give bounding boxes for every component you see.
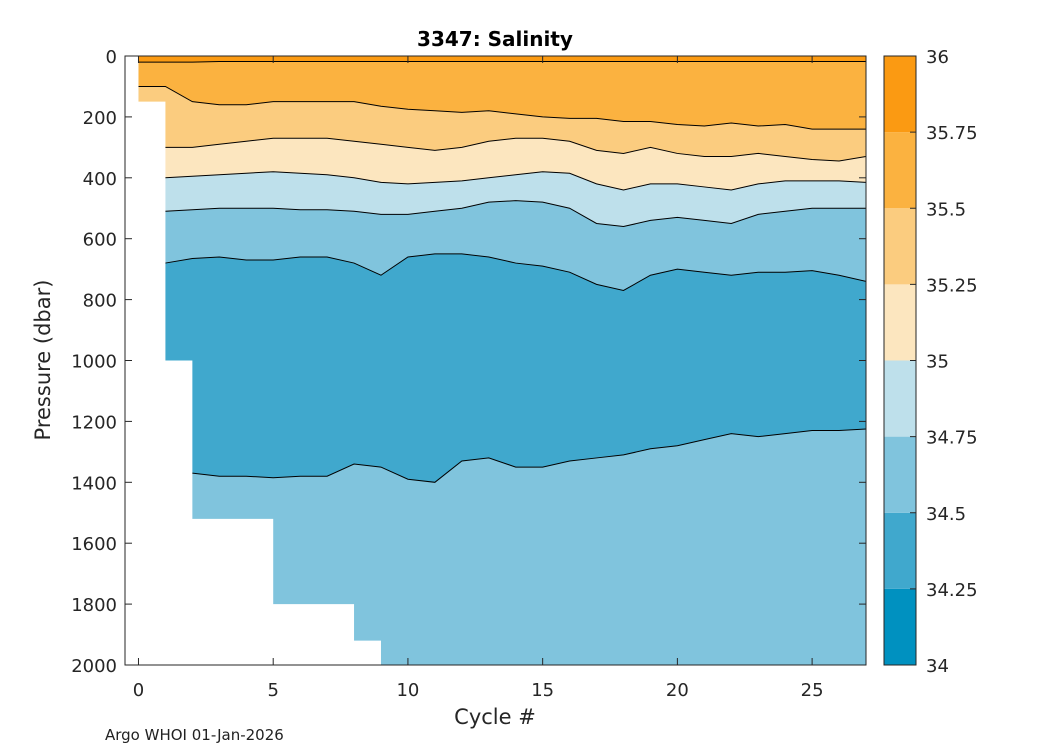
y-tick-label-1200: 1200 <box>71 412 117 433</box>
x-tick-label-5: 5 <box>267 680 278 701</box>
contour-34.75 <box>138 200 866 228</box>
colorbar-segment-34.25 <box>884 512 916 589</box>
colorbar-segment-35.25 <box>884 208 916 285</box>
contour-35.75 <box>138 60 866 63</box>
y-tick-label-1400: 1400 <box>71 473 117 494</box>
colorbar-label-35: 35 <box>926 352 949 373</box>
y-tick-label-800: 800 <box>83 291 117 312</box>
y-tick-label-400: 400 <box>83 169 117 190</box>
x-tick-label-15: 15 <box>531 680 554 701</box>
contour-35 <box>138 171 866 191</box>
chart-title: 3347: Salinity <box>417 27 573 51</box>
y-axis: 0 200 400 600 800 1000 1200 1400 1600 1800 2000 <box>71 47 866 677</box>
colorbar-label-34.5: 34.5 <box>926 504 966 525</box>
x-tick-label-20: 20 <box>666 680 689 701</box>
x-axis: 0 5 10 15 20 25 <box>133 56 824 701</box>
salinity-bands <box>125 56 866 665</box>
y-tick-label-0: 0 <box>106 47 117 68</box>
band-34.25-34.5 <box>138 253 866 483</box>
colorbar-segment-35.5 <box>884 132 916 209</box>
y-tick-label-1600: 1600 <box>71 534 117 555</box>
no-data-mask <box>125 56 866 665</box>
y-axis-label: Pressure (dbar) <box>31 280 55 441</box>
y-tick-label-2000: 2000 <box>71 656 117 677</box>
colorbar-label-34.25: 34.25 <box>926 580 978 601</box>
contour-34.5 <box>138 253 866 291</box>
colorbar-label-34.75: 34.75 <box>926 428 978 449</box>
band-34.5-34.75 <box>138 200 866 291</box>
band-35.75-36 <box>138 56 866 63</box>
colorbar-label-35.5: 35.5 <box>926 199 966 220</box>
colorbar-segment-34.5 <box>884 436 916 513</box>
y-tick-label-200: 200 <box>83 108 117 129</box>
colorbar-label-35.25: 35.25 <box>926 275 978 296</box>
x-axis-label: Cycle # <box>454 705 536 729</box>
y-tick-label-1800: 1800 <box>71 595 117 616</box>
colorbar-segment-35 <box>884 284 916 361</box>
colorbar-segment-35.75 <box>884 56 916 133</box>
band-35.25-35.5 <box>138 86 866 162</box>
contour-35.5 <box>138 85 866 130</box>
colorbar-label-35.75: 35.75 <box>926 123 978 144</box>
x-tick-label-25: 25 <box>801 680 824 701</box>
colorbar-label-34: 34 <box>926 656 949 677</box>
no-data-region <box>125 56 866 665</box>
y-tick-label-600: 600 <box>83 230 117 251</box>
footer-credit: Argo WHOI 01-Jan-2026 <box>105 726 284 744</box>
colorbar: 34 34.25 34.5 34.75 35 35.25 35.5 35.75 36 <box>883 47 978 677</box>
colorbar-segment-34 <box>884 588 916 665</box>
contour-35.25 <box>138 137 866 162</box>
y-tick-label-1000: 1000 <box>71 352 117 373</box>
colorbar-label-36: 36 <box>926 47 949 68</box>
x-tick-label-0: 0 <box>133 680 144 701</box>
x-tick-label-10: 10 <box>396 680 419 701</box>
band-35.5-35.75 <box>138 61 866 130</box>
contour-34.25 <box>138 428 866 483</box>
contour-lines <box>138 60 866 483</box>
colorbar-segment-34.75 <box>884 360 916 437</box>
band-34.75-35 <box>138 171 866 227</box>
band-35-35.25 <box>138 138 866 190</box>
